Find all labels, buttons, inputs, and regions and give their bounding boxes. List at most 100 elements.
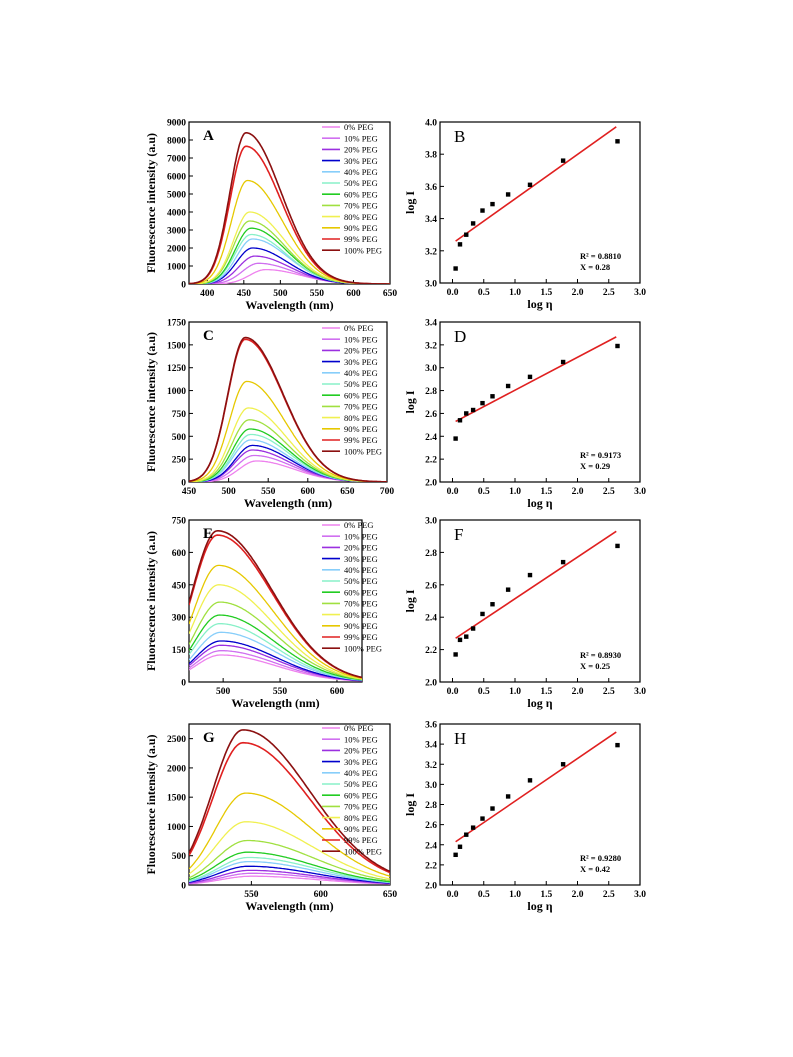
panel-label: H [454, 729, 466, 748]
data-point [464, 832, 469, 837]
data-point [457, 242, 463, 247]
plot-frame [188, 121, 391, 285]
y-tick-label: 3.0 [425, 781, 437, 791]
panel-C: 450 500 550 600 650 700 0 250 500 750 1000 1250 1500… [144, 319, 394, 511]
x-tick-label: 2.5 [603, 487, 615, 497]
data-point [457, 637, 463, 643]
panel-label: D [454, 327, 466, 346]
y-tick-label: 3.2 [425, 247, 437, 257]
x-tick-label: 0.0 [447, 890, 459, 900]
x-tick-label: 450 [182, 487, 197, 497]
legend-label: 100% PEG [344, 643, 382, 653]
x-tick-label: 550 [273, 687, 288, 697]
series-line-10 [189, 792, 390, 877]
legend-label: 90% PEG [344, 621, 378, 631]
legend-label: 60% PEG [344, 790, 378, 800]
y-axis-label: Fluorescence intensity (a.u) [144, 531, 158, 671]
y-axis-label: log I [403, 589, 417, 612]
series-group [189, 729, 390, 885]
x-tick-label: 1.5 [540, 487, 552, 497]
series-line-2 [189, 650, 362, 682]
data-point [453, 436, 458, 441]
y-tick-label: 2.4 [425, 841, 437, 851]
x-axis-label: Wavelength (nm) [245, 899, 333, 913]
data-point [490, 394, 495, 399]
data-point [505, 383, 511, 389]
data-point [615, 139, 620, 144]
data-point [615, 543, 620, 549]
series-line-6 [189, 623, 362, 681]
legend-label: 50% PEG [344, 779, 378, 789]
y-tick-label: 150 [172, 646, 187, 656]
x-tick-label: 2.0 [572, 288, 584, 298]
data-point [464, 411, 469, 416]
y-tick-label: 5000 [167, 191, 186, 201]
x-tick-label: 0.5 [478, 687, 490, 697]
x-tick-label: 600 [346, 289, 361, 299]
series-line-6 [189, 856, 390, 883]
series-line-2 [189, 872, 390, 885]
y-tick-label: 500 [172, 433, 187, 443]
series-line-3 [189, 869, 390, 885]
plot-frame [188, 321, 388, 483]
legend-label: 10% PEG [344, 334, 378, 344]
panel-label: B [454, 127, 465, 146]
legend-label: 100% PEG [344, 245, 382, 255]
y-tick-label: 3.4 [425, 319, 437, 329]
panel-label: F [454, 525, 463, 544]
y-tick-label: 450 [172, 581, 187, 591]
x-tick-label: 600 [330, 687, 345, 697]
y-tick-label: 4000 [167, 209, 186, 219]
data-point [505, 192, 511, 197]
y-tick-label: 1000 [167, 263, 186, 273]
x-tick-label: 1.0 [509, 890, 521, 900]
y-tick-label: 2.0 [425, 679, 437, 689]
fit-line [455, 126, 617, 242]
x-value-annotation: X = 0.42 [580, 864, 610, 874]
series-line-9 [189, 584, 362, 680]
y-tick-label: 2.2 [425, 646, 437, 656]
series-line-9 [189, 821, 390, 880]
panel-H: 0.0 0.5 1.0 1.5 2.0 2.5 3.0 2.0 2.2 2.4 2.6 2.8 3.0 3… [403, 721, 646, 914]
data-point [527, 182, 533, 187]
x-tick-label: 550 [310, 289, 325, 299]
x-tick-label: 3.0 [634, 890, 646, 900]
data-point [453, 852, 458, 858]
y-tick-label: 2.4 [425, 433, 437, 443]
legend-label: 90% PEG [344, 223, 378, 233]
panel-label: C [203, 328, 214, 344]
panel-F: 0.0 0.5 1.0 1.5 2.0 2.5 3.0 2.0 2.2 2.4 2.6 2.8 3.0 l… [403, 517, 646, 711]
y-tick-label: 3.4 [425, 741, 437, 751]
legend-label: 0% PEG [344, 323, 374, 333]
y-tick-label: 9000 [167, 119, 186, 129]
panel-label: A [203, 128, 214, 144]
legend-label: 90% PEG [344, 824, 378, 834]
legend-label: 20% PEG [344, 145, 378, 155]
series-group [189, 132, 390, 284]
y-tick-label: 8000 [167, 137, 186, 147]
data-point [470, 825, 476, 830]
x-tick-label: 0.5 [478, 890, 490, 900]
x-axis-label: log η [527, 297, 552, 311]
x-tick-label: 0.0 [447, 288, 459, 298]
x-tick-label: 3.0 [634, 487, 646, 497]
panel-E: 500 550 600 0 150 300 450 600 750 Wavelength (nm)… [144, 517, 382, 711]
legend-label: 0% PEG [344, 520, 374, 530]
x-tick-label: 2.0 [572, 890, 584, 900]
data-point [560, 359, 566, 365]
y-tick-label: 3.0 [425, 364, 437, 374]
data-point [615, 343, 620, 349]
x-tick-label: 1.5 [540, 288, 552, 298]
legend-label: 60% PEG [344, 390, 378, 400]
data-point [527, 572, 533, 578]
series-line-5 [189, 860, 390, 884]
x-tick-label: 3.0 [634, 288, 646, 298]
y-tick-label: 3.6 [425, 721, 437, 731]
x-tick-label: 600 [314, 890, 329, 900]
fit-line [455, 336, 617, 423]
x-value-annotation: X = 0.29 [580, 461, 610, 471]
